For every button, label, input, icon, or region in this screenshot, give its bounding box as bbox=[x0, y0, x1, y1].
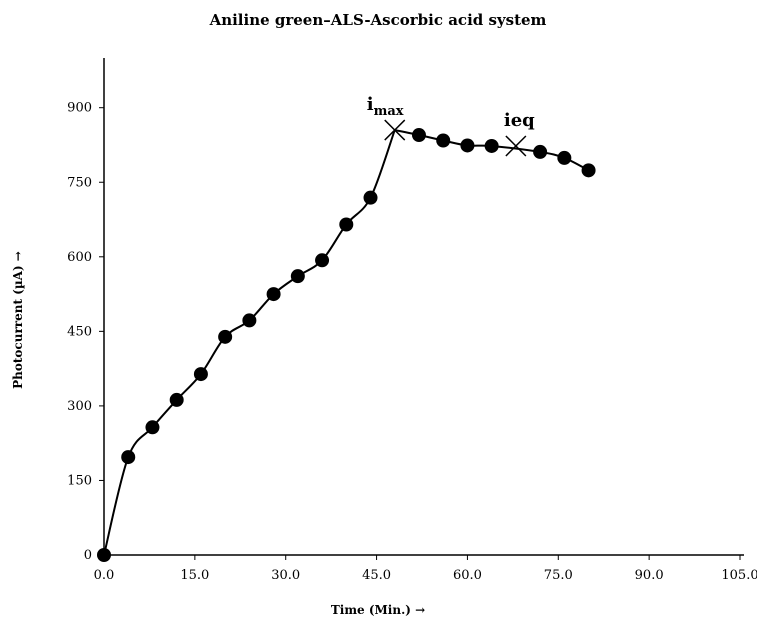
x-tick-label: 30.0 bbox=[271, 568, 300, 583]
data-point bbox=[533, 144, 548, 159]
chart-title: Aniline green–ALS-Ascorbic acid system bbox=[209, 11, 547, 29]
data-point bbox=[290, 269, 305, 284]
data-point bbox=[557, 150, 572, 165]
annotations: imax ieq bbox=[367, 94, 535, 157]
data-point bbox=[581, 163, 596, 178]
annotation-label: ieq bbox=[504, 110, 535, 131]
y-tick-label: 450 bbox=[67, 324, 92, 339]
data-point bbox=[339, 217, 354, 232]
y-tick-label: 150 bbox=[67, 473, 92, 488]
x-marker bbox=[505, 135, 527, 157]
data-point bbox=[145, 420, 160, 435]
data-point bbox=[218, 329, 233, 344]
data-point bbox=[436, 133, 451, 148]
data-point bbox=[97, 548, 111, 562]
x-tick-label: 15.0 bbox=[180, 568, 209, 583]
axes bbox=[103, 58, 744, 556]
y-tick-label: 300 bbox=[67, 399, 92, 414]
data-point bbox=[363, 190, 378, 205]
x-ticks: 0.0 15.0 30.0 45.0 60.0 75.0 90.0 105.0 bbox=[94, 555, 757, 583]
x-tick-label: 90.0 bbox=[635, 568, 664, 583]
x-tick-label: 45.0 bbox=[362, 568, 391, 583]
data-point bbox=[266, 287, 281, 302]
data-points bbox=[97, 128, 596, 562]
y-tick-label: 900 bbox=[67, 101, 92, 116]
x-tick-label: 75.0 bbox=[544, 568, 573, 583]
data-point bbox=[315, 253, 330, 268]
data-point bbox=[460, 138, 475, 153]
x-tick-label: 105.0 bbox=[721, 568, 757, 583]
x-tick-label: 60.0 bbox=[453, 568, 482, 583]
x-tick-label: 0.0 bbox=[94, 568, 115, 583]
data-point bbox=[484, 138, 499, 153]
data-point bbox=[242, 313, 257, 328]
data-point bbox=[169, 392, 184, 407]
x-axis-label: Time (Min.) → bbox=[331, 603, 425, 617]
y-tick-label: 750 bbox=[67, 175, 92, 190]
y-ticks: 0 150 300 450 600 750 900 bbox=[67, 101, 104, 563]
y-axis-label: Photocurrent (µA) → bbox=[11, 251, 25, 389]
y-tick-label: 600 bbox=[67, 250, 92, 265]
series-line bbox=[103, 129, 590, 556]
data-point bbox=[411, 128, 426, 143]
annotation-label: imax bbox=[367, 94, 404, 119]
data-point bbox=[121, 450, 136, 465]
y-tick-label: 0 bbox=[84, 548, 92, 563]
data-point bbox=[193, 367, 208, 382]
x-marker bbox=[384, 119, 406, 141]
